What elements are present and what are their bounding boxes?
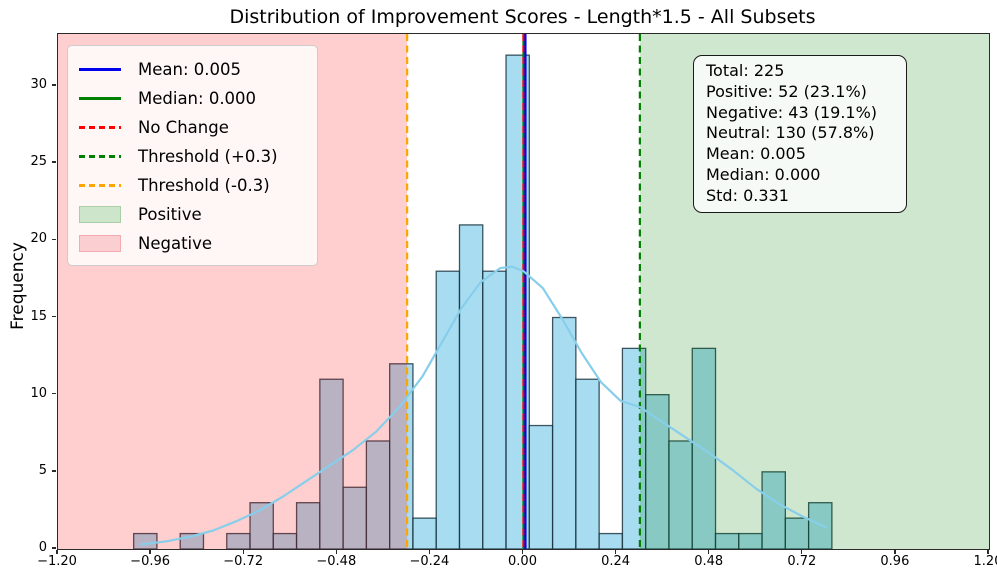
histogram-bar — [435, 270, 461, 549]
stats-box: Total: 225 Positive: 52 (23.1%) Negative: … — [693, 55, 907, 213]
y-axis-label: Frequency — [8, 242, 28, 330]
histogram-bar — [528, 424, 554, 549]
legend-swatch-dashed — [79, 184, 121, 187]
x-tick-label: −0.96 — [130, 554, 171, 569]
x-tick-mark — [614, 549, 617, 554]
x-tick-mark — [56, 549, 58, 554]
legend-label: No Change — [138, 118, 229, 137]
histogram-bar — [412, 517, 437, 549]
histogram-canvas — [58, 34, 989, 549]
legend-swatch-patch — [79, 206, 121, 223]
stats-line: Positive: 52 (23.1%) — [706, 81, 867, 101]
line-swatch — [79, 126, 121, 129]
y-tick-label: 10 — [30, 385, 47, 401]
histogram-bar — [458, 224, 484, 549]
x-tick-mark — [242, 549, 244, 554]
x-tick-mark — [801, 549, 803, 554]
legend-label: Mean: 0.005 — [138, 60, 241, 79]
legend-swatch-patch — [79, 235, 121, 252]
line-swatch — [79, 97, 121, 100]
y-tick-label: 15 — [30, 308, 47, 324]
x-tick-label: 0.72 — [787, 554, 817, 569]
histogram-bar — [551, 316, 577, 549]
y-tick-label: 0 — [38, 540, 47, 555]
stats-line: Neutral: 130 (57.8%) — [706, 123, 875, 143]
legend-label: Negative — [138, 234, 213, 253]
x-tick-label: −0.48 — [316, 554, 357, 569]
line-swatch — [79, 184, 121, 187]
x-tick-label: 0.96 — [880, 554, 910, 569]
histogram-bar — [249, 502, 274, 549]
legend-item: No Change — [79, 113, 303, 142]
y-tick-mark — [52, 161, 56, 163]
legend-swatch-solid — [79, 68, 121, 71]
x-tick-mark — [708, 549, 710, 554]
legend-label: Positive — [138, 205, 202, 224]
x-tick-mark — [335, 549, 337, 554]
x-tick-mark — [149, 549, 151, 554]
x-tick-mark — [428, 549, 431, 554]
patch-swatch — [79, 206, 121, 223]
legend-item: Positive — [79, 200, 303, 229]
legend-swatch-solid — [79, 97, 121, 100]
x-tick-mark — [521, 549, 524, 554]
legend-label: Median: 0.000 — [138, 89, 257, 108]
x-tick-label: 0.48 — [694, 554, 724, 569]
y-tick-mark — [52, 238, 56, 241]
legend-swatch-dashed — [79, 126, 121, 129]
y-tick-mark — [52, 315, 56, 318]
stats-line: Negative: 43 (19.1%) — [706, 102, 878, 122]
legend-item: Threshold (+0.3) — [79, 142, 303, 171]
legend-label: Threshold (-0.3) — [138, 176, 270, 195]
histogram-bar — [132, 532, 158, 549]
legend-item: Negative — [79, 229, 303, 258]
chart-title: Distribution of Improvement Scores - Len… — [229, 6, 816, 28]
legend-swatch-dashed — [79, 155, 121, 158]
histogram-bar — [575, 378, 600, 549]
y-tick-label: 5 — [38, 462, 47, 478]
y-tick-mark — [52, 84, 56, 86]
x-tick-label: 0.00 — [508, 554, 537, 569]
line-swatch — [79, 155, 121, 158]
x-tick-mark — [987, 549, 989, 554]
legend-item: Median: 0.000 — [79, 84, 303, 113]
x-tick-label: 1.20 — [973, 554, 997, 569]
x-tick-label: −0.72 — [223, 554, 264, 569]
histogram-bar — [482, 270, 507, 549]
line-swatch — [79, 68, 121, 71]
legend-item: Threshold (-0.3) — [79, 171, 303, 200]
y-tick-label: 30 — [30, 77, 47, 92]
y-tick-mark — [52, 470, 56, 472]
patch-swatch — [79, 235, 121, 252]
stats-line: Median: 0.000 — [706, 164, 821, 184]
stats-line: Mean: 0.005 — [706, 144, 806, 164]
y-tick-label: 20 — [30, 231, 47, 247]
x-tick-label: −0.24 — [409, 554, 450, 569]
histogram-bar — [598, 532, 624, 549]
y-tick-mark — [52, 392, 56, 395]
stats-line: Total: 225 — [706, 61, 785, 80]
y-tick-mark — [52, 547, 56, 549]
legend: Mean: 0.005 Median: 0.000 No Change Thresho… — [67, 45, 318, 266]
x-tick-label: 0.24 — [601, 554, 631, 569]
x-tick-label: −1.20 — [37, 554, 77, 569]
stats-line: Std: 0.331 — [706, 185, 789, 205]
kde-curve — [140, 265, 828, 546]
legend-item: Mean: 0.005 — [79, 55, 303, 84]
y-tick-label: 25 — [30, 154, 47, 170]
x-tick-mark — [894, 549, 896, 554]
legend-label: Threshold (+0.3) — [138, 147, 278, 166]
